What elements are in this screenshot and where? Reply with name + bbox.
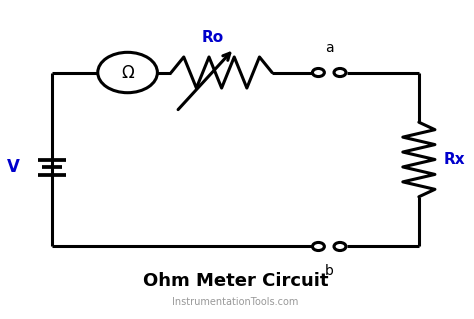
Circle shape bbox=[334, 242, 346, 250]
Text: b: b bbox=[325, 263, 334, 278]
Text: Ro: Ro bbox=[201, 30, 224, 45]
Text: V: V bbox=[7, 158, 20, 176]
Text: Rx: Rx bbox=[444, 152, 466, 167]
Text: a: a bbox=[325, 41, 334, 56]
Circle shape bbox=[312, 69, 324, 77]
Text: Ohm Meter Circuit: Ohm Meter Circuit bbox=[143, 272, 328, 290]
Circle shape bbox=[334, 69, 346, 77]
Circle shape bbox=[312, 242, 324, 250]
Text: $\Omega$: $\Omega$ bbox=[120, 63, 135, 82]
Text: InstrumentationTools.com: InstrumentationTools.com bbox=[172, 297, 299, 308]
